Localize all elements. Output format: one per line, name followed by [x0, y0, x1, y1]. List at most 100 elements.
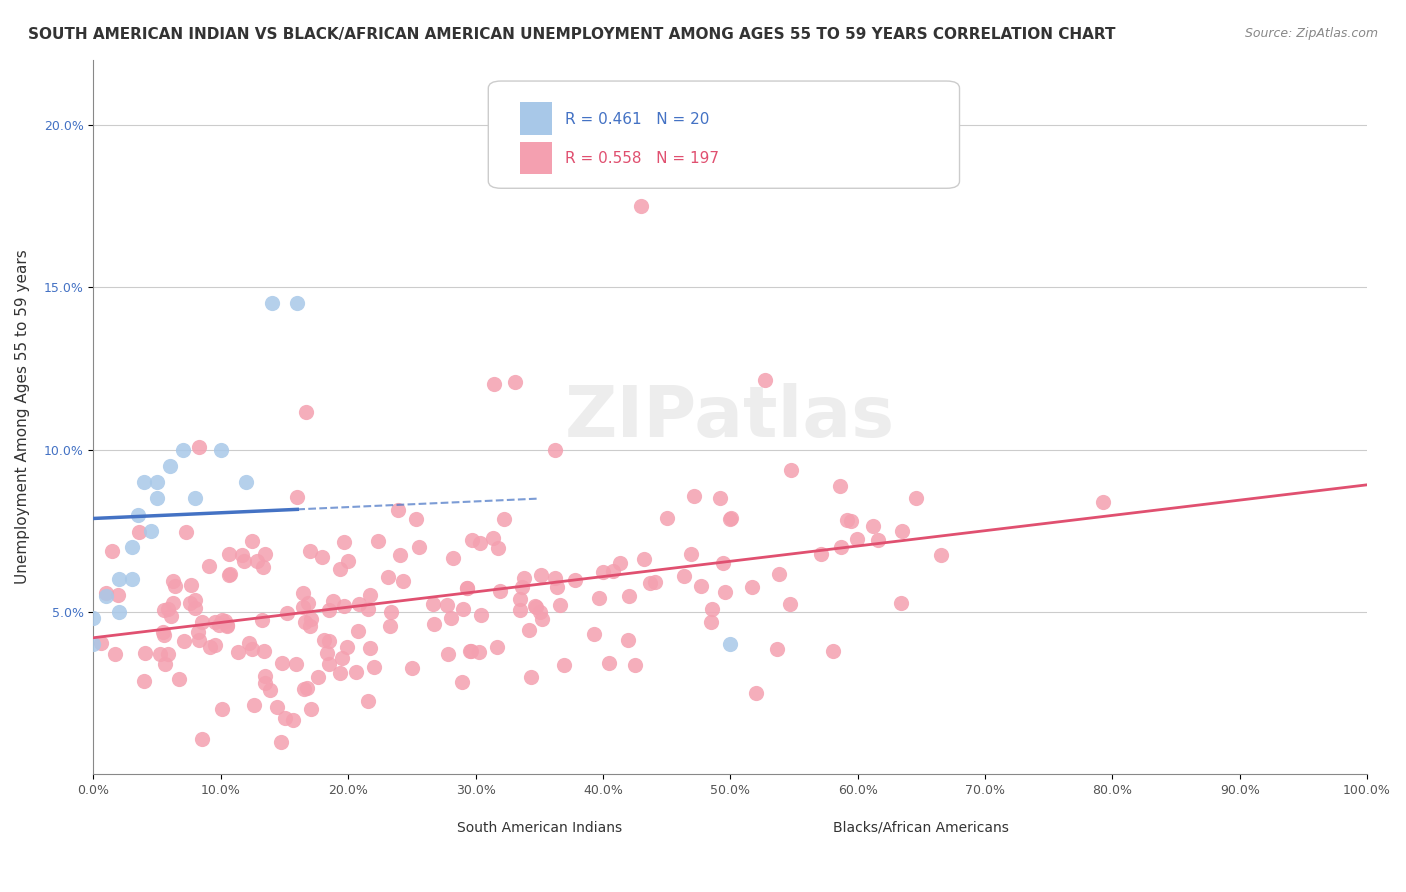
- Point: [82, 611, 104, 625]
- Point: [512, 571, 534, 585]
- Point: [191, 731, 214, 746]
- Point: [316, 646, 339, 660]
- Point: [529, 567, 551, 582]
- Point: [167, 672, 190, 686]
- Point: [460, 643, 482, 657]
- Point: [450, 675, 472, 690]
- Point: [673, 569, 696, 583]
- Point: [162, 574, 184, 588]
- Point: [214, 614, 236, 628]
- Point: [616, 633, 638, 648]
- Text: R = 0.461   N = 20: R = 0.461 N = 20: [540, 101, 683, 116]
- Point: [107, 588, 129, 602]
- Point: [520, 670, 543, 684]
- Point: [233, 554, 256, 568]
- Point: [623, 658, 645, 673]
- Point: [146, 475, 169, 489]
- Point: [458, 643, 481, 657]
- Point: [318, 634, 340, 648]
- Point: [359, 641, 381, 656]
- Point: [904, 491, 927, 505]
- Point: [451, 602, 474, 616]
- Point: [564, 573, 586, 587]
- Point: [367, 533, 389, 548]
- Point: [252, 559, 274, 574]
- Point: [260, 296, 283, 310]
- Point: [517, 623, 540, 637]
- Point: [294, 615, 316, 629]
- Point: [592, 565, 614, 579]
- Point: [180, 578, 202, 592]
- Point: [318, 603, 340, 617]
- Point: [215, 619, 238, 633]
- Point: [231, 548, 253, 562]
- Point: [468, 645, 491, 659]
- Point: [292, 600, 315, 615]
- Point: [505, 376, 527, 390]
- Point: [380, 619, 402, 633]
- Point: [184, 491, 207, 506]
- Point: [259, 682, 281, 697]
- Text: SOUTH AMERICAN INDIAN VS BLACK/AFRICAN AMERICAN UNEMPLOYMENT AMONG AGES 55 TO 59: SOUTH AMERICAN INDIAN VS BLACK/AFRICAN A…: [28, 27, 1115, 42]
- Point: [149, 647, 172, 661]
- Point: [422, 616, 444, 631]
- Point: [281, 713, 304, 727]
- Point: [153, 602, 176, 616]
- Point: [344, 665, 367, 679]
- Point: [862, 519, 884, 533]
- Text: R = 0.461   N = 20: R = 0.461 N = 20: [565, 112, 709, 127]
- Point: [509, 592, 531, 607]
- Text: Source: ZipAtlas.com: Source: ZipAtlas.com: [1244, 27, 1378, 40]
- FancyBboxPatch shape: [437, 824, 470, 842]
- Point: [312, 633, 335, 648]
- Point: [718, 512, 741, 526]
- Point: [529, 605, 551, 619]
- Point: [702, 601, 724, 615]
- FancyBboxPatch shape: [520, 142, 553, 174]
- Point: [655, 511, 678, 525]
- Point: [254, 675, 277, 690]
- Point: [866, 533, 889, 547]
- Point: [700, 615, 723, 629]
- Point: [510, 580, 533, 594]
- Point: [830, 541, 852, 555]
- Point: [405, 512, 427, 526]
- Point: [709, 491, 731, 505]
- Point: [152, 625, 174, 640]
- Point: [1091, 494, 1114, 508]
- Point: [828, 479, 851, 493]
- Point: [524, 599, 547, 614]
- Point: [108, 605, 131, 619]
- Point: [745, 686, 768, 700]
- Point: [242, 641, 264, 656]
- Point: [159, 609, 181, 624]
- Point: [839, 514, 862, 528]
- Point: [270, 656, 292, 670]
- FancyBboxPatch shape: [794, 824, 825, 842]
- Point: [486, 541, 509, 556]
- Point: [96, 589, 118, 603]
- Point: [929, 548, 952, 562]
- Point: [741, 581, 763, 595]
- Point: [188, 632, 211, 647]
- Point: [179, 595, 201, 609]
- Point: [718, 638, 741, 652]
- Y-axis label: Unemployment Among Ages 55 to 59 years: Unemployment Among Ages 55 to 59 years: [15, 250, 30, 584]
- Point: [337, 554, 360, 568]
- Point: [291, 586, 314, 600]
- Point: [253, 668, 276, 682]
- Point: [768, 567, 790, 582]
- Point: [311, 549, 333, 564]
- Point: [218, 567, 240, 582]
- Point: [253, 644, 276, 658]
- Point: [530, 612, 553, 626]
- Point: [298, 544, 321, 558]
- Point: [357, 694, 380, 708]
- Point: [209, 442, 232, 457]
- Point: [550, 598, 572, 612]
- Point: [285, 657, 308, 672]
- Point: [90, 636, 112, 650]
- Point: [494, 512, 516, 526]
- Point: [270, 735, 292, 749]
- Point: [837, 513, 859, 527]
